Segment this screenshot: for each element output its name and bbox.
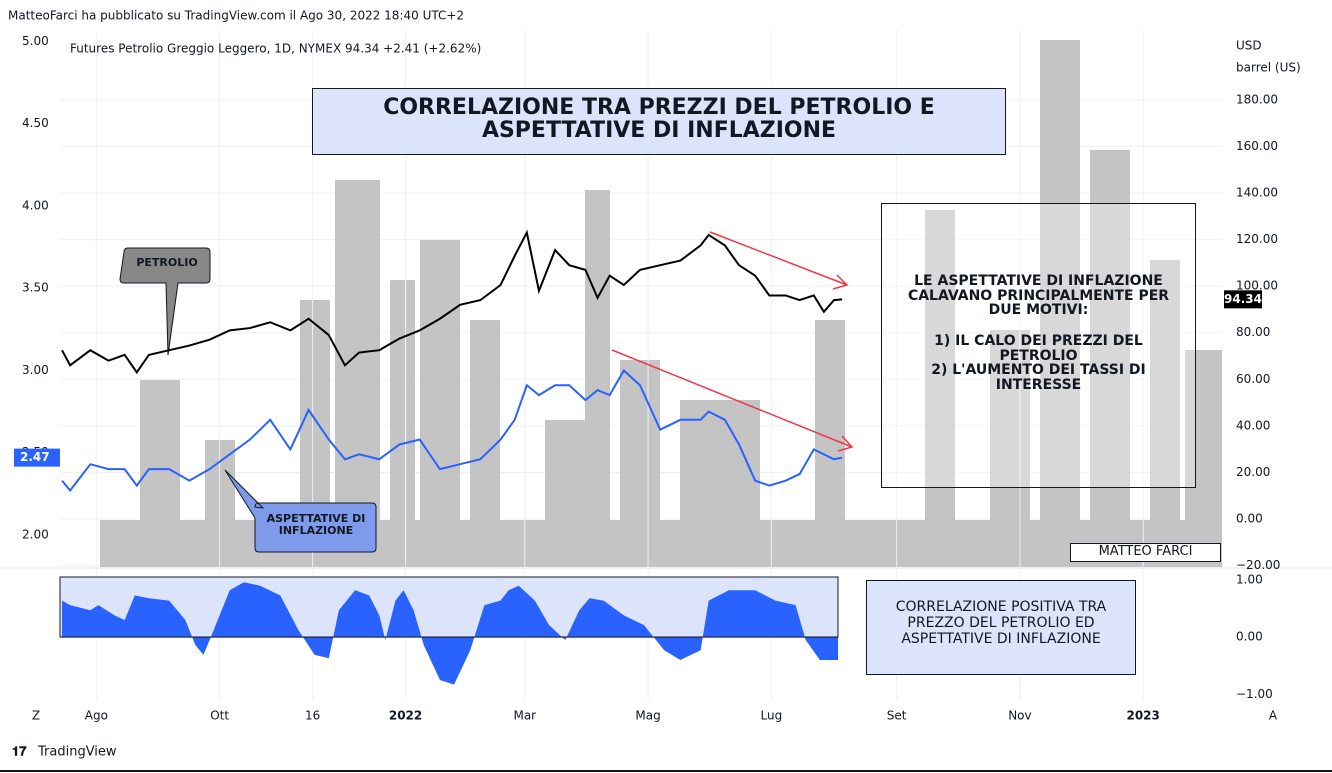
y-tick-label: 0.00 [1236, 630, 1263, 644]
y-tick-label: 5.00 [22, 34, 49, 48]
unit: barrel (US) [1236, 61, 1301, 75]
y2-tick-label: −20.00 [1236, 558, 1280, 572]
info-text: 2) L'AUMENTO DEI TASSI DI INTERESSE [931, 362, 1146, 394]
line-series [61, 229, 843, 375]
area-series [62, 582, 839, 685]
arrows [611, 231, 854, 452]
callouts [119, 247, 377, 553]
y2-tick-label: 20.00 [1236, 465, 1270, 479]
x-tick-label: 2022 [389, 709, 422, 723]
info-box: LE ASPETTATIVE DI INFLAZIONE CALAVANO PR… [881, 203, 1196, 488]
y2-tick-label: 180.00 [1236, 92, 1278, 106]
y2-tick-label: 160.00 [1236, 139, 1278, 153]
title-line: CORRELAZIONE TRA PREZZI DEL PETROLIO E [383, 95, 935, 120]
watermark: MATTEO FARCI [1070, 543, 1221, 562]
scale-button[interactable]: Z [32, 709, 40, 723]
correlation-note: CORRELAZIONE POSITIVA TRA PREZZO DEL PET… [866, 580, 1136, 675]
y-tick-label: −1.00 [1236, 687, 1273, 701]
x-tick-label: Set [887, 709, 907, 723]
y-tick-label: 4.00 [22, 198, 49, 212]
y2-tick-label: 0.00 [1236, 512, 1263, 526]
y2-tick-label: 80.00 [1236, 325, 1270, 339]
y2-tick-label: 140.00 [1236, 186, 1278, 200]
x-tick-label: Lug [760, 709, 782, 723]
info-text: LE ASPETTATIVE DI INFLAZIONE CALAVANO PR… [907, 273, 1170, 319]
x-tick-label: Mag [635, 709, 660, 723]
y2-tick-label: 60.00 [1236, 372, 1270, 386]
last-value-label: 94.34 [1224, 292, 1262, 306]
y2-tick-label: 40.00 [1236, 418, 1270, 432]
inflation-callout: ASPETTATIVE DI INFLAZIONE [266, 512, 366, 538]
x-tick-label: Nov [1008, 709, 1031, 723]
y-tick-label: 3.50 [22, 281, 49, 295]
info-text: 1) IL CALO DEI PREZZI DEL PETROLIO [934, 333, 1143, 364]
brand: TradingView [37, 745, 117, 760]
x-tick-label: 2023 [1126, 709, 1159, 723]
publisher: MatteoFarci ha pubblicato su TradingView… [8, 9, 464, 23]
x-tick-label: Ago [85, 709, 108, 723]
last-value-box [14, 448, 60, 467]
oil-callout: PETROLIO [136, 256, 198, 269]
unit: USD [1236, 39, 1262, 53]
x-tick-label: 16 [305, 709, 320, 723]
last-value-box [1224, 290, 1262, 309]
y-tick-label: 2.00 [22, 527, 49, 541]
y-tick-label: 4.50 [22, 116, 49, 130]
y2-tick-label: 120.00 [1236, 232, 1278, 246]
scale-button[interactable]: A [1269, 709, 1278, 723]
logo: 𝟏𝟕 [12, 745, 27, 760]
y-tick-label: 3.00 [22, 363, 49, 377]
last-value-label: 2.47 [20, 450, 50, 464]
legend: Futures Petrolio Greggio Leggero, 1D, NY… [70, 42, 481, 56]
y2-tick-label: 100.00 [1236, 279, 1278, 293]
title-line: ASPETTATIVE DI INFLAZIONE [481, 118, 837, 144]
y-tick-label: 1.00 [1236, 573, 1263, 587]
x-tick-label: Ott [210, 709, 229, 723]
line-series [61, 368, 843, 493]
x-tick-label: Mar [513, 709, 536, 723]
title-box: CORRELAZIONE TRA PREZZI DEL PETROLIO E A… [312, 88, 1006, 155]
